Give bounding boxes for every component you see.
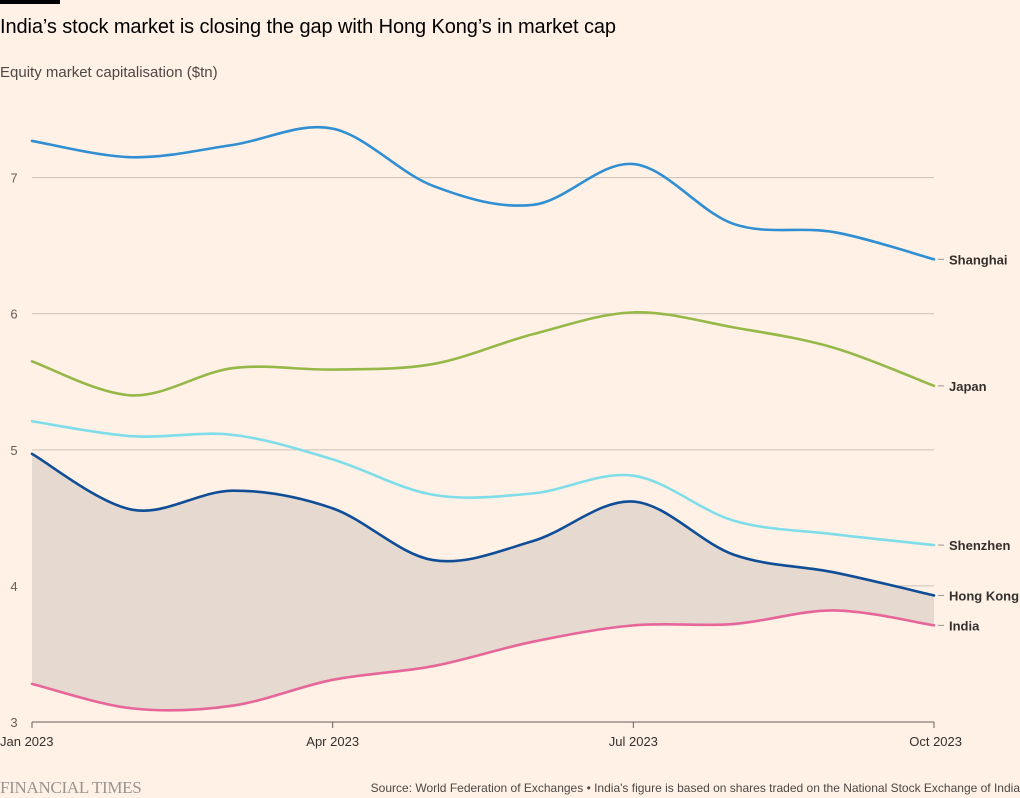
chart-title: India’s stock market is closing the gap … — [0, 16, 616, 38]
series-line-hong-kong — [30, 452, 936, 597]
series-label-shanghai: Shanghai — [949, 252, 1008, 267]
shaded-gap-area — [32, 453, 934, 711]
financial-times-logo: FINANCIAL TIMES — [0, 778, 142, 797]
y-tick-label-3: 3 — [10, 715, 17, 730]
y-tick-label-6: 6 — [10, 307, 17, 322]
y-tick-label-5: 5 — [10, 443, 17, 458]
series-label-hong-kong: Hong Kong — [949, 588, 1019, 603]
series-label-shenzhen: Shenzhen — [949, 538, 1010, 553]
x-tick-label-3: Apr 2023 — [306, 734, 359, 749]
y-tick-label-7: 7 — [10, 171, 17, 186]
x-tick-label-9: Oct 2023 — [909, 734, 962, 749]
y-tick-label-4: 4 — [10, 579, 17, 594]
source-note: Source: World Federation of Exchanges • … — [370, 781, 1020, 795]
series-label-india: India — [949, 618, 980, 633]
top-accent-bar — [0, 0, 60, 4]
x-tick-label-0: Jan 2023 — [0, 734, 54, 749]
series-label-japan: Japan — [949, 379, 987, 394]
series-line-shanghai — [30, 125, 936, 261]
series-line-india — [30, 609, 936, 712]
chart-subtitle: Equity market capitalisation ($tn) — [0, 64, 218, 81]
series-line-shenzhen — [30, 419, 936, 547]
series-line-japan — [30, 311, 936, 397]
x-tick-label-6: Jul 2023 — [609, 734, 658, 749]
